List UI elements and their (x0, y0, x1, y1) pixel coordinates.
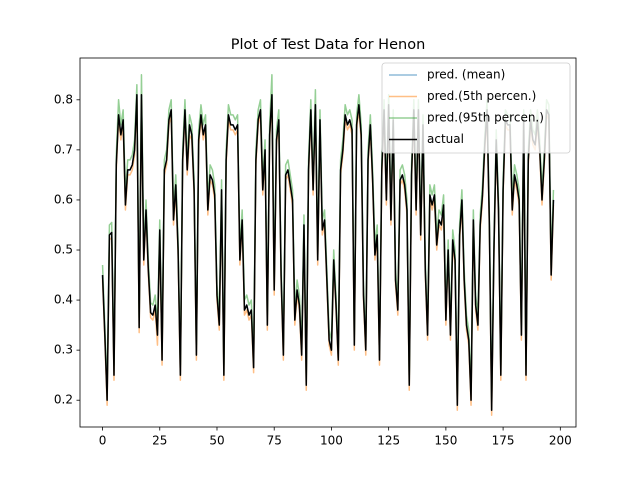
x-tick-label: 125 (377, 434, 400, 448)
y-tick-label: 0.4 (54, 293, 73, 307)
x-tick-label: 100 (320, 434, 343, 448)
legend-label: pred. (mean) (427, 68, 505, 82)
x-tick-label: 50 (209, 434, 224, 448)
legend-label: pred.(95th percen.) (427, 111, 544, 125)
legend-label: pred.(5th percen.) (427, 89, 536, 103)
x-tick-label: 75 (267, 434, 282, 448)
y-tick-label: 0.2 (54, 393, 73, 407)
y-tick-label: 0.5 (54, 243, 73, 257)
y-tick-label: 0.8 (54, 92, 73, 106)
legend-box (381, 62, 571, 154)
x-tick-label: 0 (99, 434, 107, 448)
x-tick-label: 150 (434, 434, 457, 448)
y-tick-label: 0.7 (54, 142, 73, 156)
x-tick-label: 25 (152, 434, 167, 448)
x-tick-label: 200 (549, 434, 572, 448)
chart-title: Plot of Test Data for Henon (231, 37, 426, 53)
legend: pred. (mean) pred.(5th percen.) pred.(95th… (381, 62, 571, 154)
legend-label: actual (427, 132, 464, 146)
plot-frame (79, 57, 577, 428)
series-line (101, 94, 555, 411)
x-tick-label: 175 (492, 434, 515, 448)
y-tick-label: 0.3 (54, 343, 73, 357)
y-tick-label: 0.6 (54, 192, 73, 206)
